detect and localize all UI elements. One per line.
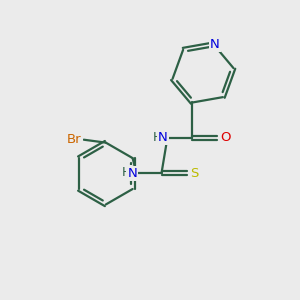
Text: H: H	[152, 131, 162, 144]
Text: S: S	[190, 167, 199, 180]
Text: H: H	[122, 166, 131, 179]
Text: Br: Br	[67, 133, 82, 146]
Text: O: O	[220, 131, 231, 144]
Text: N: N	[158, 131, 168, 144]
Text: N: N	[210, 38, 220, 51]
Text: N: N	[127, 167, 137, 180]
